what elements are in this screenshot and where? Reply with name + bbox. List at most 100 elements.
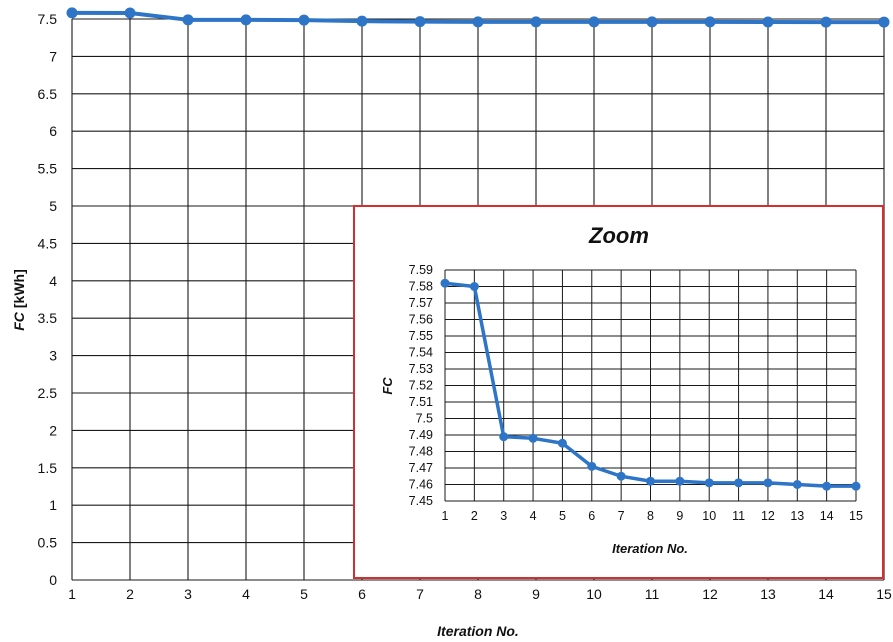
inset-y-tick-label: 7.46	[409, 478, 433, 492]
inset-x-tick-label: 2	[471, 509, 478, 523]
main-x-tick-label: 5	[300, 586, 308, 602]
inset-data-point	[704, 478, 714, 488]
main-x-tick-label: 11	[645, 586, 660, 602]
inset-data-point	[587, 461, 597, 471]
main-x-tick-label: 13	[760, 586, 776, 602]
inset-y-tick-label: 7.45	[409, 494, 433, 508]
inset-y-tick-label: 7.55	[409, 329, 433, 343]
main-y-tick-label: 5.5	[38, 161, 58, 177]
inset-x-tick-label: 10	[702, 509, 716, 523]
inset-data-point	[792, 480, 802, 489]
inset-x-tick-label: 4	[530, 509, 537, 523]
main-y-tick-label: 0.5	[38, 535, 58, 551]
main-y-tick-label: 2.5	[38, 385, 58, 401]
main-x-tick-label: 15	[876, 586, 892, 602]
main-data-point	[414, 16, 426, 28]
inset-x-tick-label: 14	[820, 509, 834, 523]
inset-y-tick-label: 7.59	[409, 263, 433, 277]
main-data-point	[66, 7, 78, 19]
zoom-inset: Zoom 1 2 3 4 5 6 7 8 9 10 11 12 13 14 157.457.467.477.…	[353, 205, 884, 579]
inset-y-tick-label: 7.51	[409, 395, 433, 409]
inset-y-tick-label: 7.5	[416, 412, 433, 426]
main-data-point	[124, 7, 136, 19]
main-x-tick-label: 2	[126, 586, 134, 602]
zoom-inset-frame	[353, 205, 884, 579]
main-x-tick-label: 12	[702, 586, 718, 602]
main-x-tick-label: 14	[818, 586, 834, 602]
inset-data-point	[822, 481, 832, 491]
main-y-tick-label: 1	[49, 497, 57, 513]
inset-x-axis-title: Iteration No.	[612, 541, 688, 556]
inset-y-tick-label: 7.57	[409, 296, 433, 310]
inset-data-point	[499, 432, 509, 442]
main-y-tick-label: 2	[49, 422, 57, 438]
main-y-tick-label: 7	[49, 48, 57, 64]
inset-data-point	[734, 478, 744, 488]
inset-x-tick-label: 9	[676, 509, 683, 523]
inset-data-point	[616, 471, 626, 481]
inset-x-tick-label: 11	[732, 509, 745, 523]
main-data-point	[530, 16, 542, 28]
main-data-point	[240, 14, 252, 26]
main-x-axis-title: Iteration No.	[437, 623, 519, 639]
inset-x-tick-label: 1	[442, 509, 449, 523]
inset-y-tick-label: 7.53	[409, 362, 433, 376]
inset-x-tick-label: 13	[790, 509, 804, 523]
main-x-tick-label: 4	[242, 586, 250, 602]
main-y-tick-label: 5	[49, 198, 57, 214]
main-x-tick-label: 7	[416, 586, 424, 602]
main-y-axis-title-unit: [kWh]	[11, 269, 27, 308]
inset-x-tick-label: 7	[618, 509, 625, 523]
main-y-tick-label: 3.5	[38, 310, 58, 326]
inset-data-point	[851, 481, 861, 491]
main-y-tick-label: 7.5	[38, 11, 58, 27]
inset-y-tick-label: 7.47	[409, 461, 433, 475]
inset-y-axis-title: FC	[380, 377, 395, 395]
inset-y-tick-label: 7.58	[409, 280, 433, 294]
inset-data-point	[469, 282, 479, 291]
inset-y-tick-label: 7.48	[409, 445, 433, 459]
inset-data-point	[440, 278, 450, 288]
main-data-point	[646, 16, 658, 28]
inset-y-tick-label: 7.54	[409, 346, 433, 360]
inset-data-point	[763, 478, 773, 488]
inset-y-tick-label: 7.49	[409, 428, 433, 442]
main-data-point	[878, 16, 890, 28]
inset-data-point	[557, 438, 567, 448]
inset-y-tick-label: 7.52	[409, 379, 433, 393]
main-data-point	[182, 14, 194, 26]
inset-x-tick-label: 6	[588, 509, 595, 523]
main-y-tick-label: 6.5	[38, 86, 58, 102]
main-data-point	[356, 15, 368, 27]
main-data-point	[762, 16, 774, 28]
main-data-point	[704, 16, 716, 28]
main-x-tick-label: 8	[474, 586, 482, 602]
main-x-tick-label: 10	[586, 586, 602, 602]
main-y-tick-label: 3	[49, 348, 57, 364]
main-y-tick-label: 4.5	[38, 235, 58, 251]
main-x-tick-label: 9	[532, 586, 540, 602]
inset-x-tick-label: 15	[849, 509, 863, 523]
main-x-tick-label: 6	[358, 586, 366, 602]
inset-x-tick-label: 12	[761, 509, 775, 523]
inset-plot: 1 2 3 4 5 6 7 8 9 10 11 12 13 14 157.457.467.477.487.4…	[409, 263, 863, 523]
main-data-point	[820, 16, 832, 28]
main-data-point	[298, 14, 310, 26]
inset-x-tick-label: 5	[559, 509, 566, 523]
main-x-tick-label: 3	[184, 586, 192, 602]
main-y-tick-label: 4	[49, 273, 57, 289]
inset-data-point	[646, 476, 655, 486]
inset-x-tick-label: 3	[500, 509, 507, 523]
main-y-tick-label: 1.5	[38, 460, 58, 476]
main-y-axis-title: FC [kWh]	[11, 269, 27, 331]
main-data-point	[472, 16, 484, 28]
main-y-tick-label: 0	[49, 572, 57, 588]
inset-data-point	[528, 433, 538, 443]
main-y-axis-title-var: FC	[11, 311, 27, 331]
main-x-tick-label: 1	[68, 586, 76, 602]
zoom-inset-title: Zoom	[588, 223, 649, 248]
inset-y-tick-label: 7.56	[409, 313, 433, 327]
main-data-point	[588, 16, 600, 28]
inset-data-point	[675, 476, 685, 486]
